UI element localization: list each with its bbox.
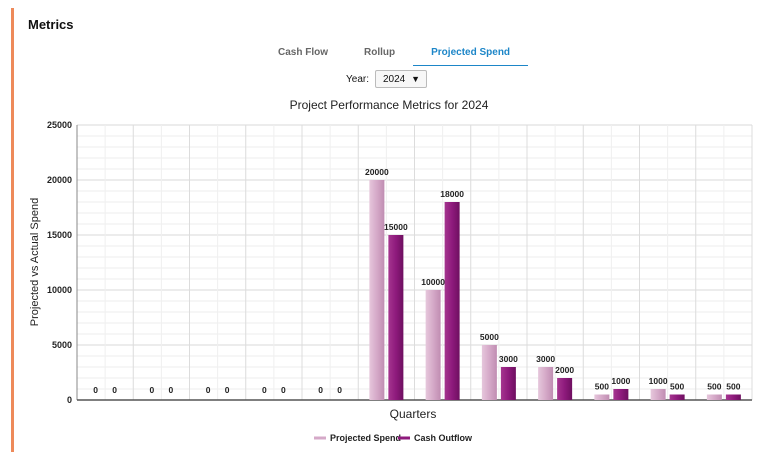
data-label: 10000 [421, 277, 445, 287]
data-label: 500 [595, 382, 609, 392]
data-label: 3000 [499, 354, 518, 364]
bar-projected-spend[interactable] [538, 367, 554, 400]
bar-projected-spend[interactable] [594, 394, 610, 401]
y-tick-label: 5000 [52, 340, 72, 350]
data-label: 0 [225, 385, 230, 395]
bar-cash-outflow[interactable] [613, 389, 629, 400]
bar-projected-spend[interactable] [706, 394, 722, 401]
data-label: 0 [169, 385, 174, 395]
data-label: 0 [93, 385, 98, 395]
data-label: 500 [670, 382, 684, 392]
chevron-down-icon: ▼ [411, 74, 420, 84]
data-label: 0 [206, 385, 211, 395]
data-label: 500 [707, 382, 721, 392]
bar-cash-outflow[interactable] [388, 235, 404, 400]
year-filter: Year: 2024 ▼ [346, 70, 427, 88]
year-label: Year: [346, 73, 369, 85]
data-label: 0 [262, 385, 267, 395]
data-label: 18000 [440, 189, 464, 199]
bar-cash-outflow[interactable] [557, 378, 573, 400]
data-label: 0 [337, 385, 342, 395]
bar-projected-spend[interactable] [481, 345, 497, 400]
data-label: 20000 [365, 167, 389, 177]
year-select[interactable]: 2024 ▼ [374, 70, 427, 88]
y-tick-label: 0 [67, 395, 72, 405]
panel-title: Metrics [28, 17, 74, 32]
tab-rollup[interactable]: Rollup [364, 47, 396, 58]
data-label: 3000 [536, 354, 555, 364]
data-label: 0 [318, 385, 323, 395]
tab-projected-spend[interactable]: Projected Spend [413, 44, 529, 66]
x-axis-title: Quarters [390, 407, 437, 421]
y-tick-label: 10000 [47, 285, 72, 295]
data-label: 5000 [480, 332, 499, 342]
y-axis-title: Projected vs Actual Spend [29, 198, 41, 326]
legend-label: Projected Spend [330, 433, 401, 443]
data-label: 1000 [611, 376, 630, 386]
data-label: 500 [726, 382, 740, 392]
data-label: 0 [281, 385, 286, 395]
bar-projected-spend[interactable] [369, 180, 385, 400]
panel-accent-bar [11, 8, 14, 452]
legend-projected-spend[interactable]: Projected Spend [314, 433, 401, 443]
year-select-value: 2024 [382, 73, 406, 85]
y-tick-label: 25000 [47, 120, 72, 130]
data-label: 0 [112, 385, 117, 395]
chart-title: Project Performance Metrics for 2024 [290, 98, 489, 112]
bar-cash-outflow[interactable] [444, 202, 460, 400]
y-tick-label: 15000 [47, 230, 72, 240]
data-label: 0 [150, 385, 155, 395]
tab-cash-flow[interactable]: Cash Flow [278, 47, 329, 58]
data-label: 2000 [555, 365, 574, 375]
bar-projected-spend[interactable] [425, 290, 441, 400]
bar-cash-outflow[interactable] [725, 394, 741, 401]
bar-cash-outflow[interactable] [669, 394, 685, 401]
y-tick-label: 20000 [47, 175, 72, 185]
bar-cash-outflow[interactable] [500, 367, 516, 400]
legend-label: Cash Outflow [414, 433, 473, 443]
legend-cash-outflow[interactable]: Cash Outflow [398, 433, 473, 443]
data-label: 15000 [384, 222, 408, 232]
tab-bar: Cash Flow Rollup Projected Spend [260, 44, 529, 66]
data-label: 1000 [649, 376, 668, 386]
bar-projected-spend[interactable] [650, 389, 666, 400]
